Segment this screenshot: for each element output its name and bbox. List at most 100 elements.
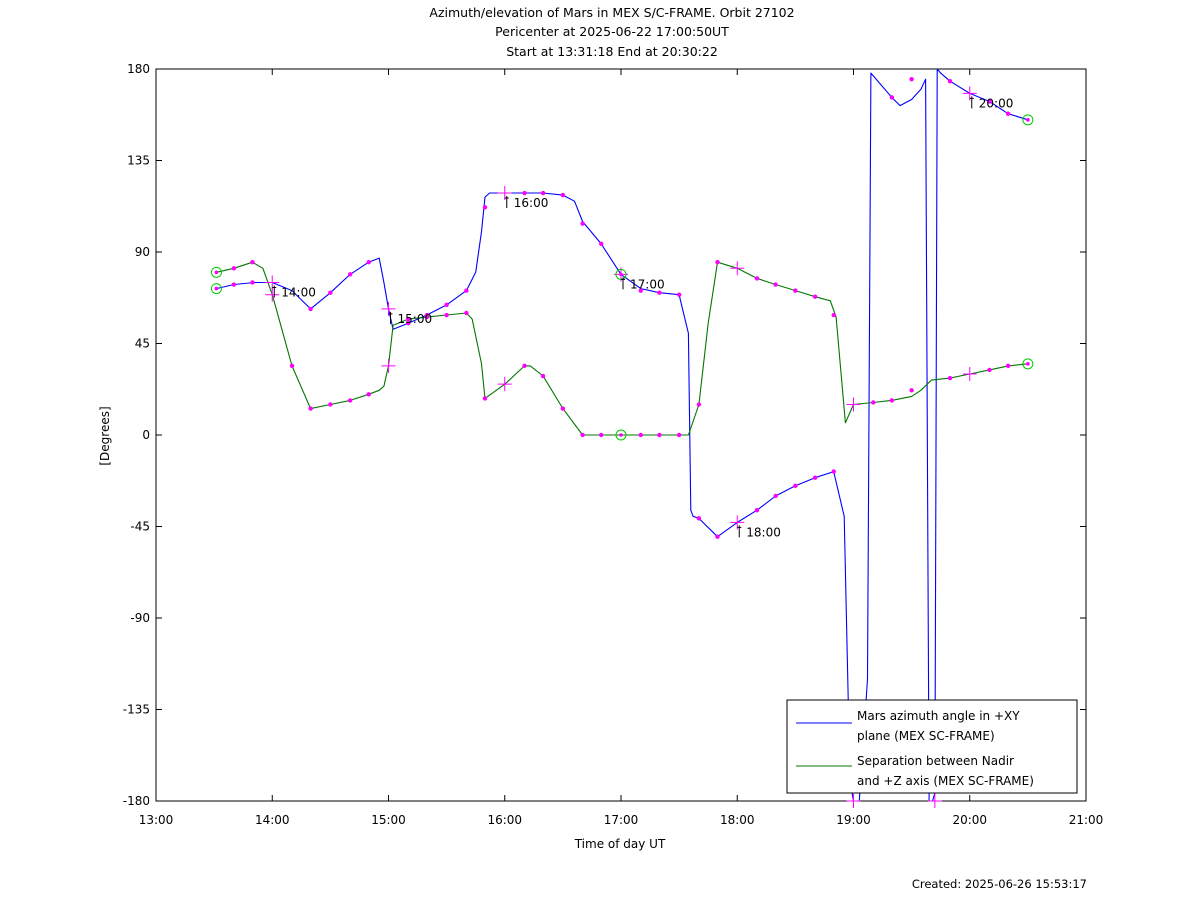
created-timestamp: Created: 2025-06-26 15:53:17 — [911, 877, 1087, 891]
y-tick-label: 90 — [135, 245, 150, 259]
azimuth-hour-marker — [846, 794, 861, 808]
x-axis: 13:00 14:00 15:00 16:00 17:00 18:00 19:00 20:00… — [139, 69, 1104, 827]
y-tick-label: -135 — [123, 703, 150, 717]
separation-dot-marker — [289, 363, 295, 369]
separation-dot-marker — [560, 406, 566, 411]
separation-dot-marker — [715, 259, 720, 265]
azimuth-dot-marker — [560, 192, 566, 198]
time-label-pointer — [272, 285, 277, 298]
legend-label-azimuth-line-1: Mars azimuth angle in +XY — [857, 709, 1020, 723]
separation-hour-marker — [497, 377, 512, 392]
azimuth-dot-marker — [231, 282, 237, 287]
x-tick-label: 17:00 — [604, 813, 639, 827]
azimuth-dot-marker — [366, 259, 371, 265]
x-tick-label: 19:00 — [836, 813, 871, 827]
endpoint-dot-marker — [619, 433, 623, 437]
separation-dot-marker — [250, 259, 255, 265]
separation-dot-marker — [231, 266, 237, 271]
azimuth-dot-marker — [482, 205, 488, 210]
x-tick-label: 16:00 — [487, 813, 522, 827]
separation-dot-marker — [889, 398, 895, 403]
endpoint-circle-marker — [1022, 114, 1034, 126]
y-tick-label: -45 — [130, 520, 150, 534]
separation-dot-marker — [366, 392, 371, 397]
y-tick-label: -90 — [130, 611, 150, 625]
time-label-pointer — [969, 96, 974, 109]
time-label: 14:00 — [281, 286, 316, 300]
endpoint-dot-marker — [1026, 362, 1030, 366]
separation-dot-marker — [909, 388, 914, 393]
azimuth-dot-marker — [308, 306, 313, 312]
separation-dot-marker — [482, 396, 488, 401]
time-label-pointer — [504, 196, 509, 209]
separation-dot-marker — [987, 367, 992, 373]
endpoint-circle-marker — [615, 429, 627, 441]
separation-hour-marker — [265, 287, 280, 302]
azimuth-dot-marker — [793, 483, 798, 489]
x-tick-label: 20:00 — [952, 813, 987, 827]
separation-dot-marker — [812, 294, 818, 299]
marker-layer — [210, 76, 1034, 808]
time-label-pointer — [737, 525, 742, 538]
separation-dot-marker — [754, 276, 760, 281]
x-tick-label: 13:00 — [139, 813, 174, 827]
azimuth-series-line — [216, 69, 1029, 801]
azimuth-dot-marker — [580, 221, 585, 226]
separation-dot-marker — [793, 288, 798, 293]
x-tick-label: 18:00 — [720, 813, 755, 827]
time-label-pointer — [621, 277, 625, 290]
separation-dot-marker — [540, 373, 546, 379]
separation-dot-marker — [676, 432, 682, 438]
azimuth-hour-marker — [927, 794, 942, 808]
separation-dot-marker — [638, 432, 643, 438]
azimuth-dot-marker — [657, 290, 662, 295]
separation-dot-marker — [308, 406, 313, 411]
azimuth-dot-marker — [909, 76, 914, 82]
azimuth-dot-marker — [1005, 111, 1011, 116]
legend-box — [786, 699, 1078, 794]
time-label: 15:00 — [398, 312, 433, 326]
azimuth-dot-marker — [464, 288, 469, 293]
azimuth-dot-marker — [250, 280, 255, 285]
chart-title-line-3: Start at 13:31:18 End at 20:30:22 — [506, 44, 718, 59]
endpoint-dot-marker — [214, 286, 219, 291]
y-tick-label: 0 — [142, 428, 150, 442]
azimuth-dot-marker — [676, 292, 682, 297]
separation-dot-marker — [831, 312, 836, 318]
y-axis-label: [Degrees] — [98, 406, 112, 465]
endpoint-dot-marker — [619, 272, 623, 277]
azimuth-dot-marker — [328, 290, 333, 295]
separation-series-line — [216, 261, 1028, 436]
y-tick-label: 45 — [135, 337, 150, 351]
separation-dot-marker — [947, 375, 953, 381]
time-label: 16:00 — [514, 196, 549, 210]
separation-dot-marker — [522, 363, 527, 369]
separation-hour-marker — [962, 367, 977, 381]
azimuth-dot-marker — [599, 241, 604, 247]
y-axis: 180 135 90 45 0 -45 -90 -135 -180 — [123, 62, 1086, 808]
separation-dot-marker — [424, 314, 430, 320]
azimuth-dot-marker — [444, 302, 449, 308]
time-label: 20:00 — [979, 96, 1014, 110]
azimuth-dot-marker — [812, 475, 818, 480]
separation-dot-marker — [1005, 363, 1011, 369]
endpoint-circle-marker — [210, 266, 222, 278]
endpoint-dot-marker — [214, 270, 219, 275]
azimuth-dot-marker — [773, 493, 778, 499]
separation-hour-marker — [730, 261, 745, 276]
azimuth-dot-marker — [638, 288, 643, 293]
chart-title-line-2: Pericenter at 2025-06-22 17:00:50UT — [495, 24, 729, 39]
time-label-pointer — [388, 311, 393, 324]
endpoint-circle-marker — [1022, 358, 1034, 370]
azimuth-dot-marker — [889, 95, 895, 100]
azimuth-dot-marker — [715, 534, 720, 539]
x-tick-label: 14:00 — [255, 813, 290, 827]
chart-title-block: Azimuth/elevation of Mars in MEX S/C-FRA… — [429, 5, 794, 59]
separation-dot-marker — [599, 432, 604, 438]
chart-title-line-1: Azimuth/elevation of Mars in MEX S/C-FRA… — [429, 5, 794, 20]
separation-dot-marker — [773, 282, 778, 287]
separation-hour-marker — [846, 397, 861, 412]
azimuth-dot-marker — [696, 516, 702, 521]
x-tick-label: 21:00 — [1069, 813, 1104, 827]
